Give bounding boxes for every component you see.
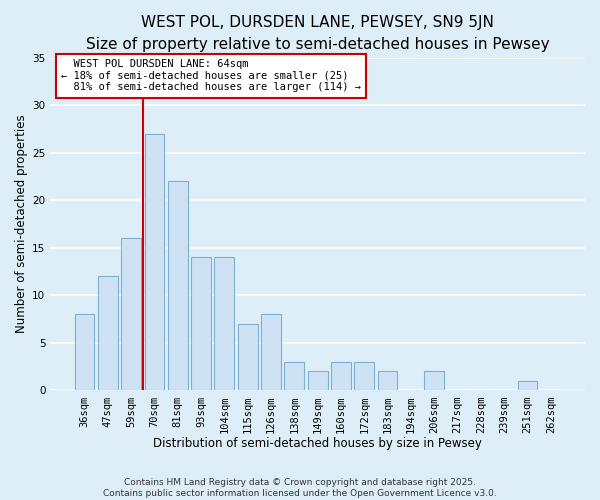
Bar (168, 181, 188, 390)
Bar (284, 362, 304, 390)
Bar (331, 362, 351, 390)
Bar (355, 362, 374, 390)
Bar (214, 258, 234, 390)
Bar (377, 372, 397, 390)
Text: Contains HM Land Registry data © Crown copyright and database right 2025.
Contai: Contains HM Land Registry data © Crown c… (103, 478, 497, 498)
X-axis label: Distribution of semi-detached houses by size in Pewsey: Distribution of semi-detached houses by … (153, 437, 482, 450)
Bar (424, 372, 444, 390)
Bar (191, 258, 211, 390)
Bar (261, 314, 281, 390)
Bar (518, 381, 538, 390)
Text: WEST POL DURSDEN LANE: 64sqm
← 18% of semi-detached houses are smaller (25)
  81: WEST POL DURSDEN LANE: 64sqm ← 18% of se… (61, 59, 361, 92)
Bar (98, 276, 118, 390)
Bar (74, 314, 94, 390)
Bar (308, 372, 328, 390)
Bar (145, 134, 164, 390)
Bar (238, 324, 257, 390)
Bar (121, 238, 141, 390)
Y-axis label: Number of semi-detached properties: Number of semi-detached properties (15, 114, 28, 334)
Title: WEST POL, DURSDEN LANE, PEWSEY, SN9 5JN
Size of property relative to semi-detach: WEST POL, DURSDEN LANE, PEWSEY, SN9 5JN … (86, 15, 550, 52)
